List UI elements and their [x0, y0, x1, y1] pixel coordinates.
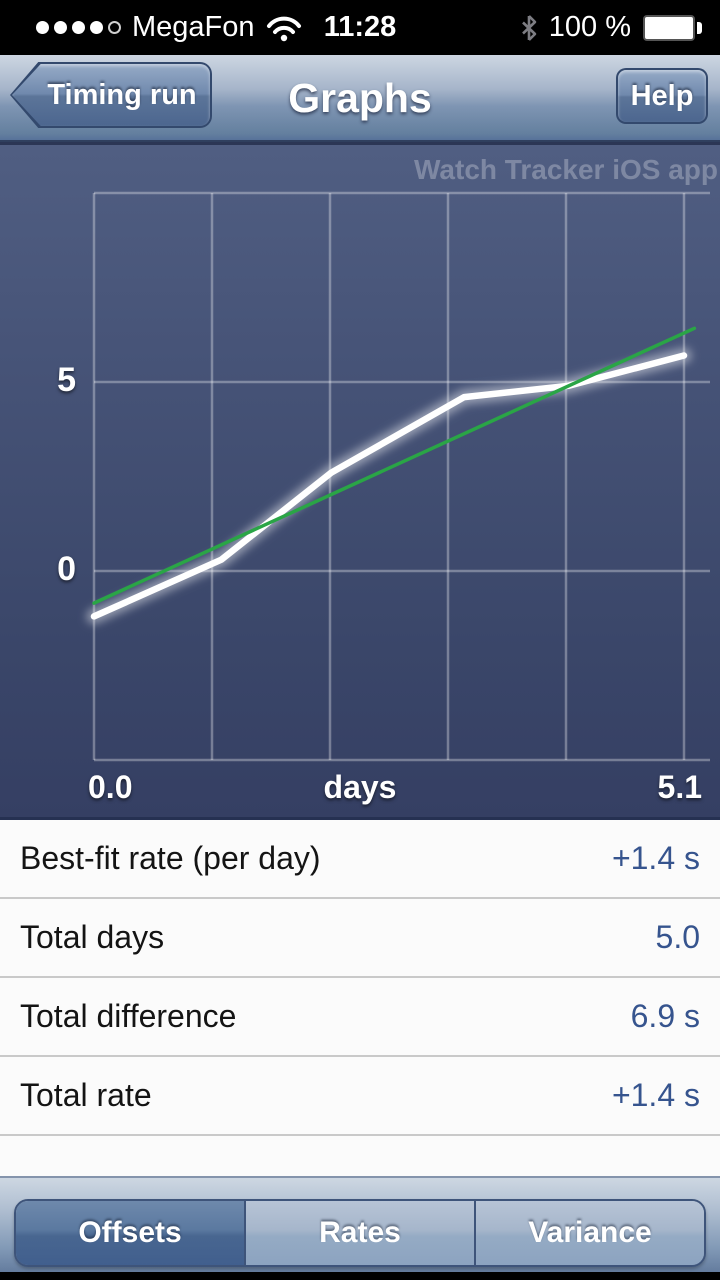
table-row-total-rate: Total rate +1.4 s — [0, 1057, 720, 1136]
table-row-total-days: Total days 5.0 — [0, 899, 720, 978]
table-row-total-difference: Total difference 6.9 s — [0, 978, 720, 1057]
row-label: Total days — [20, 919, 165, 955]
bottom-toolbar: Offsets Rates Variance — [0, 1176, 720, 1272]
status-time: 11:28 — [323, 11, 397, 43]
carrier-label: MegaFon — [132, 11, 255, 43]
y-axis-tick-5: 5 — [57, 361, 76, 399]
status-bar: MegaFon 11:28 100 % — [0, 0, 720, 55]
signal-dot — [108, 21, 121, 34]
signal-dot — [90, 21, 103, 34]
bluetooth-icon — [521, 14, 537, 41]
x-axis-label-days: days — [323, 769, 397, 805]
offset-line-chart: Watch Tracker iOS app 5 0 0.0 days 5.1 — [0, 142, 720, 820]
row-value: +1.4 s — [611, 1077, 700, 1113]
row-value: +1.4 s — [611, 840, 700, 876]
navigation-bar: Graphs Timing run Help — [0, 55, 720, 142]
watermark-label: Watch Tracker iOS app — [414, 154, 718, 185]
chart-canvas — [86, 191, 710, 762]
signal-dot — [36, 21, 49, 34]
x-axis-tick-max: 5.1 — [657, 769, 702, 805]
table-row-best-fit-rate: Best-fit rate (per day) +1.4 s — [0, 820, 720, 899]
help-button[interactable]: Help — [616, 68, 708, 124]
signal-strength-icon — [36, 21, 126, 34]
stats-table: Best-fit rate (per day) +1.4 s Total day… — [0, 820, 720, 1176]
signal-dot — [54, 21, 67, 34]
help-button-label: Help — [630, 79, 694, 112]
row-value: 5.0 — [655, 919, 700, 955]
screen-bottom-strip — [0, 1272, 720, 1280]
tab-rates[interactable]: Rates — [244, 1201, 474, 1265]
signal-dot — [72, 21, 85, 34]
y-axis-tick-0: 0 — [57, 550, 76, 588]
row-label: Total difference — [20, 998, 237, 1034]
graph-type-segmented-control: Offsets Rates Variance — [14, 1199, 706, 1267]
row-label: Best-fit rate (per day) — [20, 840, 321, 876]
page-title: Graphs — [288, 75, 432, 121]
row-value: 6.9 s — [630, 998, 700, 1034]
tab-variance[interactable]: Variance — [474, 1201, 704, 1265]
row-label: Total rate — [20, 1077, 152, 1113]
battery-percent-label: 100 % — [548, 11, 631, 43]
back-button-label: Timing run — [47, 78, 197, 111]
back-button-timing-run[interactable]: Timing run — [10, 62, 212, 128]
battery-icon — [643, 14, 702, 41]
x-axis-tick-min: 0.0 — [88, 769, 133, 805]
wifi-icon — [266, 16, 301, 41]
tab-offsets[interactable]: Offsets — [16, 1201, 244, 1265]
